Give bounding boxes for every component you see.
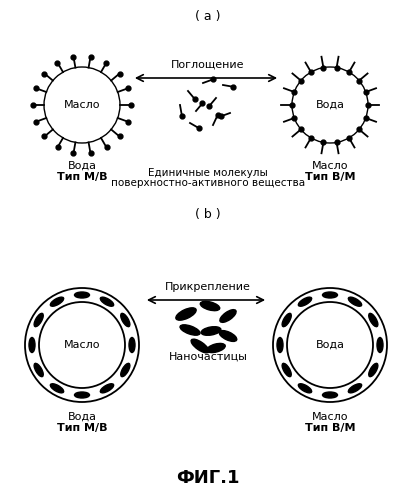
Ellipse shape [369, 314, 378, 326]
Ellipse shape [201, 326, 221, 336]
Text: Поглощение: Поглощение [171, 60, 245, 70]
Ellipse shape [74, 292, 89, 298]
Text: Вода: Вода [315, 340, 344, 350]
Ellipse shape [176, 308, 196, 320]
Text: Вода: Вода [67, 161, 97, 171]
Text: Прикрепление: Прикрепление [165, 282, 251, 292]
Ellipse shape [220, 310, 236, 322]
Ellipse shape [348, 297, 362, 306]
Ellipse shape [74, 392, 89, 398]
Ellipse shape [369, 364, 378, 376]
Ellipse shape [100, 384, 114, 393]
Ellipse shape [219, 330, 237, 342]
Text: Масло: Масло [312, 412, 348, 422]
Ellipse shape [207, 344, 225, 352]
Ellipse shape [180, 325, 200, 335]
Ellipse shape [191, 339, 209, 353]
Ellipse shape [277, 338, 283, 352]
Ellipse shape [200, 302, 220, 310]
Ellipse shape [298, 384, 312, 393]
Text: Тип М/В: Тип М/В [57, 172, 107, 182]
Ellipse shape [100, 297, 114, 306]
Ellipse shape [377, 338, 383, 352]
Ellipse shape [50, 297, 64, 306]
Text: Вода: Вода [67, 412, 97, 422]
Text: Тип В/М: Тип В/М [305, 423, 355, 433]
Text: Тип М/В: Тип М/В [57, 423, 107, 433]
Ellipse shape [298, 297, 312, 306]
Ellipse shape [322, 292, 337, 298]
Text: ( a ): ( a ) [195, 10, 221, 23]
Text: Вода: Вода [315, 100, 344, 110]
Ellipse shape [34, 364, 43, 376]
Text: Масло: Масло [64, 100, 100, 110]
Ellipse shape [348, 384, 362, 393]
Text: Единичные молекулы: Единичные молекулы [148, 168, 268, 178]
Ellipse shape [34, 314, 43, 326]
Text: Масло: Масло [64, 340, 100, 350]
Ellipse shape [121, 314, 130, 326]
Ellipse shape [121, 364, 130, 376]
Text: Масло: Масло [312, 161, 348, 171]
Ellipse shape [322, 392, 337, 398]
Ellipse shape [29, 338, 35, 352]
Text: поверхностно-активного вещества: поверхностно-активного вещества [111, 178, 305, 188]
Ellipse shape [282, 314, 291, 326]
Text: Тип В/М: Тип В/М [305, 172, 355, 182]
Text: ( b ): ( b ) [195, 208, 221, 221]
Text: ФИГ.1: ФИГ.1 [176, 469, 240, 487]
Ellipse shape [129, 338, 135, 352]
Ellipse shape [282, 364, 291, 376]
Ellipse shape [50, 384, 64, 393]
Text: Наночастицы: Наночастицы [168, 352, 248, 362]
